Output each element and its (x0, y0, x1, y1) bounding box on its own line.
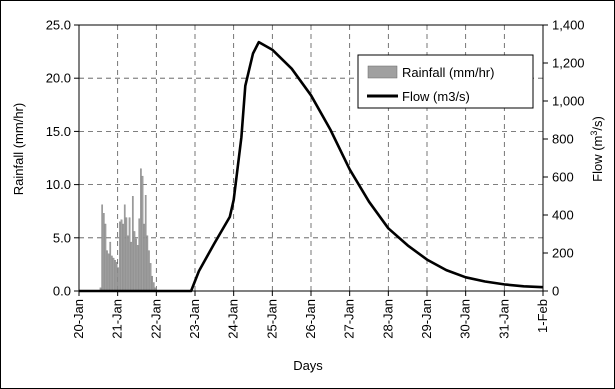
left-tick-label: 25.0 (46, 18, 71, 33)
tick-labels: 0.0 5.0 10.0 15.0 20.0 25.0 0 200 400 600 800 1,000… (46, 18, 585, 339)
legend-rainfall-swatch (367, 65, 398, 79)
x-tick-label: 21-Jan (110, 299, 125, 339)
rainfall-bar (143, 223, 145, 292)
x-tick-label: 25-Jan (264, 299, 279, 339)
rainfall-bar (128, 217, 131, 292)
rainfall-bar (109, 241, 112, 292)
rainfall-bar (141, 175, 144, 292)
x-tick-label: 28-Jan (380, 299, 395, 339)
x-tick-label: 23-Jan (187, 299, 202, 339)
right-axis-title: Flow (m3/s) (589, 116, 605, 182)
rainfall-bar (114, 259, 116, 292)
rainfall-bar (131, 196, 134, 292)
axes (74, 24, 548, 296)
x-tick-label: 27-Jan (342, 299, 357, 339)
right-tick-label: 1,000 (552, 94, 585, 109)
right-tick-label: 400 (552, 208, 574, 223)
plot-border (78, 24, 544, 292)
x-tick-label: 26-Jan (303, 299, 318, 339)
rainfall-bar (130, 241, 133, 292)
x-tick-label: 30-Jan (458, 299, 473, 339)
rainfall-bar (125, 217, 128, 292)
rainfall-bar (107, 253, 110, 292)
rainfall-bar (123, 204, 126, 292)
right-tick-label: 0 (552, 284, 559, 299)
right-tick-label: 1,200 (552, 56, 585, 71)
rainfall-bar (148, 250, 150, 292)
x-tick-label: 1-Feb (535, 299, 550, 333)
rainfall-bar (120, 219, 123, 292)
right-axis-title-prefix: Flow (m (590, 136, 605, 182)
right-tick-label: 1,400 (552, 18, 585, 33)
left-axis-title: Rainfall (mm/hr) (11, 103, 26, 195)
rainfall-bar (140, 168, 142, 292)
right-axis-title-sup: 3 (589, 131, 599, 136)
rainfall-bar (146, 235, 149, 292)
left-tick-label: 10.0 (46, 177, 71, 192)
flow-line-layer (79, 40, 544, 293)
rainfall-bar (136, 245, 139, 292)
x-tick-label: 29-Jan (419, 299, 434, 339)
left-tick-label: 0.0 (53, 284, 71, 299)
x-tick-label: 22-Jan (148, 299, 163, 339)
rainfall-bar (104, 223, 107, 292)
left-tick-label: 5.0 (53, 230, 71, 245)
rainfall-bar (133, 231, 136, 292)
rainfall-bar (106, 250, 108, 292)
rainfall-bar (151, 275, 153, 292)
right-tick-label: 800 (552, 132, 574, 147)
right-tick-label: 200 (552, 246, 574, 261)
rainfall-bar (144, 195, 147, 292)
x-tick-label: 20-Jan (71, 299, 86, 339)
rainfall-bar (149, 263, 152, 292)
rainfall-bar (117, 267, 120, 292)
rainfall-bar (101, 204, 104, 292)
left-tick-label: 15.0 (46, 124, 71, 139)
rainfall-bar (119, 221, 121, 292)
legend: Rainfall (mm/hr) Flow (m3/s) (357, 54, 534, 109)
x-tick-label: 31-Jan (496, 299, 511, 339)
rainfall-bar (122, 223, 124, 292)
rainfall-bar (135, 238, 137, 292)
rainfall-bar (111, 255, 113, 292)
rainfall-bar (138, 218, 141, 292)
rainfall-bars (99, 168, 157, 292)
rainfall-bar (102, 213, 105, 292)
rainfall-bar (127, 235, 129, 292)
left-tick-label: 20.0 (46, 71, 71, 86)
rainfall-bar (115, 262, 118, 292)
legend-rainfall-label: Rainfall (mm/hr) (402, 65, 494, 80)
right-tick-label: 600 (552, 170, 574, 185)
rainfall-bar (112, 257, 115, 292)
flow-line (79, 40, 544, 293)
legend-box (357, 54, 534, 109)
legend-flow-label: Flow (m3/s) (402, 89, 470, 104)
x-tick-label: 24-Jan (226, 299, 241, 339)
x-axis-title: Days (293, 358, 323, 373)
right-axis-title-suffix: /s) (590, 116, 605, 130)
